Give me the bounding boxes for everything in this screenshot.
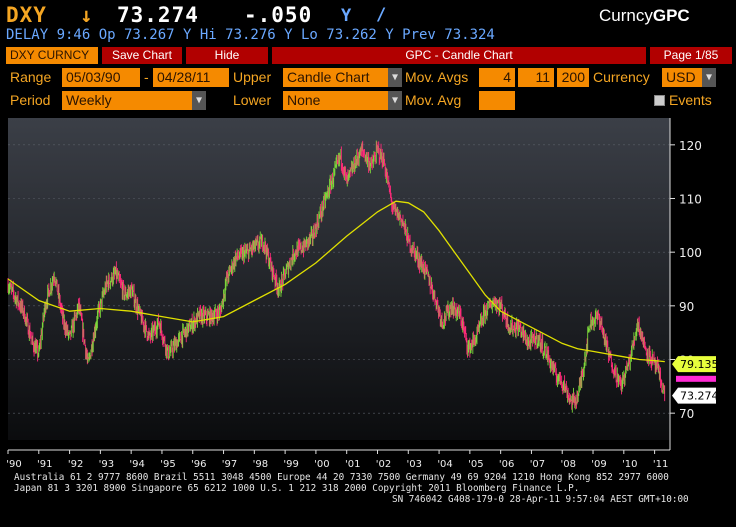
security-field[interactable]: DXY CURNCY	[6, 47, 98, 64]
period-select[interactable]: Weekly	[62, 91, 192, 110]
y-tick-label: 70	[679, 407, 694, 421]
x-tick-label: '04	[437, 459, 452, 470]
header-slash: /	[376, 5, 388, 25]
currency-label: Currency	[593, 69, 650, 85]
upper-dropdown-icon[interactable]: ▼	[388, 68, 402, 87]
currency-mark: Y	[341, 6, 353, 26]
last-price-tag-box	[672, 387, 716, 404]
events-label: Events	[669, 92, 712, 108]
candles	[7, 140, 666, 413]
x-tick-label: '91	[37, 459, 52, 470]
lower-select[interactable]: None	[283, 91, 388, 110]
ma-period-2[interactable]: 11	[518, 68, 554, 87]
x-tick-label: '95	[160, 459, 175, 470]
x-tick-label: '09	[591, 459, 606, 470]
ma-period-1[interactable]: 4	[479, 68, 515, 87]
x-tick-label: '06	[499, 459, 514, 470]
ma-period-3[interactable]: 200	[557, 68, 589, 87]
y-tick-label: 100	[679, 246, 702, 260]
period-dropdown-icon[interactable]: ▼	[192, 91, 206, 110]
x-tick-label: '96	[191, 459, 206, 470]
price-tags: 79.135 73.274	[672, 356, 719, 404]
save-chart-button[interactable]: Save Chart	[102, 47, 182, 64]
mov-avg-field[interactable]	[479, 91, 515, 110]
footer-contacts-2: Japan 81 3 3201 8900 Singapore 65 6212 1…	[14, 483, 580, 494]
range-separator: -	[144, 69, 149, 85]
gridlines	[8, 144, 670, 414]
x-tick-label: '10	[622, 459, 637, 470]
last-price-marker	[676, 375, 716, 382]
ticker-symbol: DXY	[6, 3, 47, 27]
chart-title-bar: GPC - Candle Chart	[272, 47, 646, 64]
hide-button[interactable]: Hide	[186, 47, 268, 64]
y-tick-label: 110	[679, 193, 702, 207]
x-tick-label: '94	[129, 459, 144, 470]
footer-contacts: Australia 61 2 9777 8600 Brazil 5511 304…	[14, 472, 669, 483]
x-tick-label: '99	[283, 459, 298, 470]
ma-price-tag: 79.135	[680, 358, 719, 371]
x-axis: '90 '91 '92 '93 '94 '95 '96 '97 '98 '99 '00 '01 '02 '…	[6, 449, 670, 470]
upper-label: Upper	[233, 69, 272, 85]
y-tick-label: 120	[679, 139, 702, 153]
down-arrow-icon: ↓	[80, 3, 94, 27]
period-label: Period	[10, 92, 51, 108]
currency-select[interactable]: USD	[662, 68, 702, 87]
mov-avg-label: Mov. Avg	[405, 92, 462, 108]
range-start-field[interactable]: 05/03/90	[62, 68, 140, 87]
page-indicator[interactable]: Page 1/85	[650, 47, 732, 64]
market-sector: CurncyGPC	[599, 6, 690, 26]
x-tick-label: '07	[530, 459, 545, 470]
candle-chart[interactable]: 708090100110120 '90'91'92'93'94'95'96'97…	[0, 110, 736, 485]
ma-price-tag-box	[672, 356, 716, 373]
lower-label: Lower	[233, 92, 272, 108]
events-checkbox[interactable]	[654, 95, 665, 106]
function-code: GPC	[652, 6, 690, 25]
mov-avgs-label: Mov. Avgs	[405, 69, 469, 85]
currency-dropdown-icon[interactable]: ▼	[702, 68, 716, 87]
x-tick-label: '03	[407, 459, 422, 470]
x-tick-label: '92	[68, 459, 83, 470]
y-tick-label: 90	[679, 300, 694, 314]
market-label: Curncy	[599, 6, 653, 25]
x-tick-label: '02	[376, 459, 391, 470]
x-tick-label: '11	[653, 459, 668, 470]
range-end-field[interactable]: 04/28/11	[153, 68, 229, 87]
x-tick-label: '05	[468, 459, 483, 470]
lower-dropdown-icon[interactable]: ▼	[388, 91, 402, 110]
x-tick-label: '08	[560, 459, 575, 470]
range-label: Range	[10, 69, 52, 85]
footer-session: SN 746042 G408-179-0 28-Apr-11 9:57:04 A…	[392, 494, 689, 505]
moving-average-line	[7, 200, 665, 363]
net-change: -.050	[244, 3, 313, 27]
upper-select[interactable]: Candle Chart	[283, 68, 388, 87]
x-tick-label: '97	[222, 459, 237, 470]
x-tick-label: '00	[314, 459, 329, 470]
x-tick-label: '98	[253, 459, 268, 470]
last-price-tag: 73.274	[680, 390, 719, 403]
x-tick-label: '93	[99, 459, 114, 470]
x-tick-label: '90	[6, 459, 21, 470]
x-tick-label: '01	[345, 459, 360, 470]
delay-quote-line: DELAY 9:46 Op 73.267 Y Hi 73.276 Y Lo 73…	[6, 27, 495, 43]
last-price: 73.274	[117, 3, 199, 27]
